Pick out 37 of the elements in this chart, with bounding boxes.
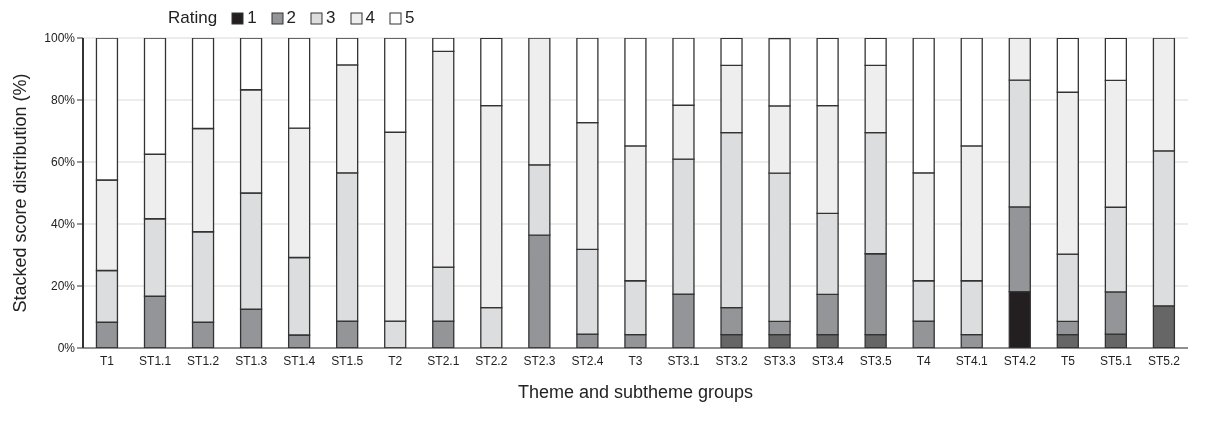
legend-label: 1 <box>247 8 257 28</box>
x-tick-label: ST5.1 <box>1099 353 1133 368</box>
y-axis-title: Stacked score distribution (%) <box>10 73 31 313</box>
x-tick-label: T3 <box>628 353 643 368</box>
x-tick-label: ST3.2 <box>715 353 748 368</box>
legend-label: 4 <box>365 8 376 28</box>
x-tick-label: ST3.5 <box>859 353 893 368</box>
y-tick-label: 60% <box>50 155 76 170</box>
y-tick-label: 80% <box>50 93 76 108</box>
x-tick-label: ST2.2 <box>475 353 508 368</box>
x-tick-label: ST2.3 <box>523 353 556 368</box>
x-tick-label: ST1.1 <box>139 353 172 368</box>
x-tick-label: ST5.2 <box>1147 353 1181 368</box>
x-tick-label: ST1.5 <box>331 353 364 368</box>
x-tick-label: ST4.1 <box>955 353 989 368</box>
x-tick-label: ST3.3 <box>763 353 796 368</box>
x-tick-label: ST3.1 <box>667 353 700 368</box>
legend-label: 2 <box>286 8 297 28</box>
x-tick-label: T1 <box>100 353 115 368</box>
y-tick-label: 20% <box>50 279 76 294</box>
x-tick-label: T2 <box>388 353 403 368</box>
y-tick-label: 100% <box>44 31 76 46</box>
legend-label: 5 <box>405 8 415 28</box>
x-tick-label: ST1.4 <box>283 353 316 368</box>
x-tick-label: T4 <box>916 353 932 368</box>
legend-title: Rating <box>168 8 218 28</box>
legend-label: 3 <box>326 8 336 28</box>
y-tick-label: 0% <box>57 341 76 356</box>
x-tick-label: ST3.4 <box>811 353 845 368</box>
x-tick-label: T5 <box>1060 353 1076 368</box>
y-tick-label: 40% <box>50 217 76 232</box>
x-axis-title: Theme and subtheme groups <box>517 382 754 402</box>
x-tick-label: ST2.4 <box>571 353 604 368</box>
x-tick-label: ST2.1 <box>427 353 460 368</box>
x-tick-label: ST1.3 <box>235 353 268 368</box>
x-tick-label: ST4.2 <box>1003 353 1037 368</box>
x-tick-label: ST1.2 <box>187 353 220 368</box>
